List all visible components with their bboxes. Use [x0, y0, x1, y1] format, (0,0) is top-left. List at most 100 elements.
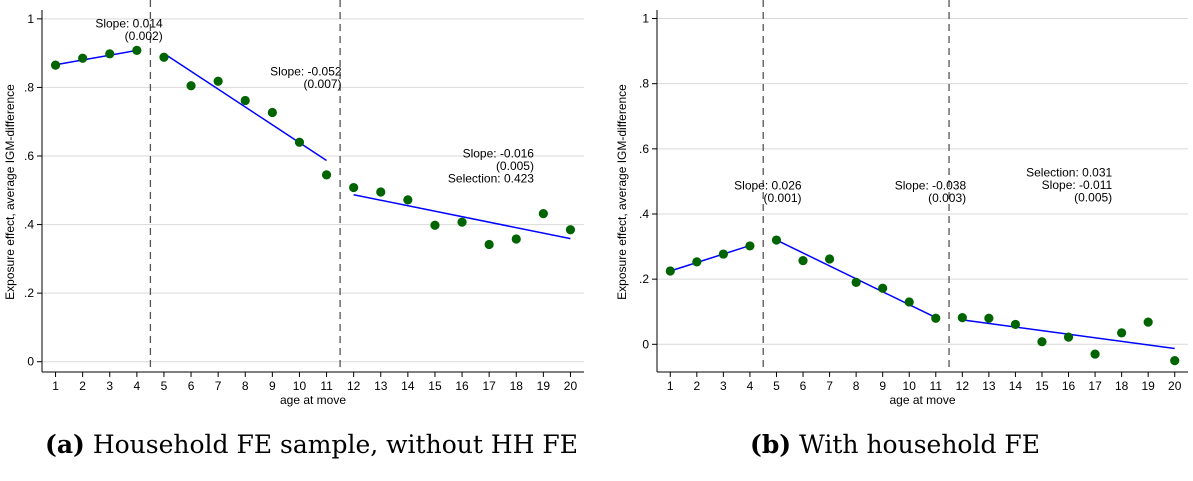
- x-tick-label: 6: [800, 379, 807, 393]
- x-tick-label: 8: [853, 379, 860, 393]
- x-tick-label: 8: [242, 379, 249, 393]
- data-point: [718, 249, 728, 259]
- data-point: [240, 95, 250, 106]
- x-tick-label: 1: [52, 379, 59, 393]
- y-tick-label: .8: [639, 77, 649, 91]
- slope-annotation: Slope: 0.026(0.001): [734, 179, 802, 206]
- data-point: [1063, 332, 1074, 342]
- x-tick-label: 12: [956, 379, 970, 393]
- annotation-text: (0.001): [764, 191, 802, 205]
- data-point: [665, 266, 675, 276]
- annotation-text: Slope: -0.038: [895, 179, 967, 193]
- data-point: [798, 255, 808, 266]
- caption-b: (b) With household FE: [750, 430, 1040, 459]
- fit-line: [670, 244, 751, 272]
- x-tick-label: 4: [134, 379, 141, 393]
- x-tick-label: 6: [188, 379, 195, 393]
- x-tick-label: 18: [510, 379, 524, 393]
- slope-annotation: Slope: 0.014(0.002): [95, 16, 163, 42]
- y-tick-label: .6: [24, 149, 34, 163]
- x-tick-label: 3: [720, 379, 727, 393]
- x-tick-label: 13: [374, 379, 388, 393]
- x-tick-label: 3: [106, 379, 113, 393]
- x-tick-label: 14: [1009, 379, 1023, 393]
- x-tick-label: 20: [564, 379, 578, 393]
- x-tick-label: 7: [215, 379, 222, 393]
- data-point: [851, 277, 861, 288]
- chart-panel-a: 0.2.4.6.8 1 1 2 3 4 5 6 7 8 9 10 11 12 13 14 15 16 17 18 19 2…: [3, 0, 584, 407]
- data-point: [984, 313, 994, 323]
- x-tick-label: 20: [1168, 379, 1182, 393]
- data-point: [565, 225, 576, 235]
- y-tick-label: .4: [639, 207, 649, 221]
- y-tick-label: .6: [639, 142, 649, 156]
- data-point: [824, 254, 835, 264]
- x-tick-label: 19: [537, 379, 551, 393]
- x-tick-label: 7: [826, 379, 833, 393]
- annotation-text: Slope: 0.014: [95, 16, 163, 30]
- data-point: [105, 49, 115, 59]
- x-tick-label: 12: [347, 379, 361, 393]
- data-point: [186, 81, 196, 91]
- data-point: [1117, 328, 1127, 338]
- annotation-text: (0.002): [125, 29, 163, 43]
- chart-a-svg: 0.2.4.6.811 2 3 4 5 6 7 8 9 10 11 12 13 14 15 16 17 18 19 2…: [3, 0, 584, 407]
- data-point: [511, 234, 521, 244]
- x-tick-label: 16: [1062, 379, 1076, 393]
- x-tick-label: 15: [428, 379, 442, 393]
- data-point: [538, 209, 548, 219]
- x-tick-label: 15: [1035, 379, 1049, 393]
- annotation-text: Slope: -0.052: [270, 64, 342, 78]
- y-tick-label: .2: [24, 286, 34, 300]
- x-tick-label: 10: [293, 379, 307, 393]
- y-tick-label: .4: [24, 218, 34, 232]
- data-point: [745, 241, 755, 251]
- caption-a: (a) Household FE sample, without HH FE: [45, 430, 578, 459]
- y-tick-label: 1: [642, 12, 649, 26]
- data-point: [376, 187, 386, 197]
- annotation-text: Slope: -0.016: [463, 147, 535, 161]
- x-tick-label: 1: [667, 379, 674, 393]
- x-tick-label: 17: [1088, 379, 1102, 393]
- data-point: [692, 257, 702, 267]
- slope-annotation: Slope: -0.016(0.005)Selection: 0.423: [448, 147, 534, 186]
- y-tick-label: 0: [642, 337, 649, 351]
- data-point: [904, 297, 914, 307]
- caption-a-label: (a): [45, 430, 85, 459]
- y-tick-label: .2: [639, 272, 649, 286]
- x-tick-label: 14: [401, 379, 415, 393]
- x-tick-label: 9: [879, 379, 886, 393]
- data-point: [50, 60, 61, 70]
- annotation-text: (0.007): [304, 77, 342, 91]
- x-tick-label: 11: [320, 379, 333, 393]
- y-tick-label: 0: [27, 355, 34, 369]
- caption-a-text: Household FE sample, without HH FE: [92, 430, 578, 459]
- x-tick-label: 9: [269, 379, 276, 393]
- x-axis-title: age at move: [889, 393, 955, 407]
- x-tick-label: 2: [693, 379, 700, 393]
- x-tick-label: 13: [982, 379, 996, 393]
- data-point: [294, 137, 305, 147]
- data-point: [430, 220, 440, 230]
- data-point: [878, 283, 888, 293]
- data-point: [771, 235, 782, 245]
- caption-b-text: With household FE: [799, 430, 1041, 459]
- data-point: [1170, 355, 1180, 366]
- data-point: [957, 312, 967, 323]
- annotation-text: Selection: 0.031: [1026, 166, 1112, 180]
- x-tick-label: 11: [930, 379, 943, 393]
- x-tick-label: 17: [482, 379, 496, 393]
- caption-b-label: (b): [750, 430, 792, 459]
- data-point: [484, 239, 494, 250]
- x-tick-label: 5: [773, 379, 780, 393]
- x-tick-label: 5: [161, 379, 168, 393]
- annotation-text: (0.005): [496, 159, 534, 173]
- data-point: [403, 195, 413, 205]
- data-point: [1010, 319, 1021, 330]
- fit-line: [55, 49, 137, 66]
- y-axis-title: Exposure effect, average IGM-difference: [615, 84, 629, 300]
- data-point: [1143, 317, 1153, 327]
- data-point: [1090, 349, 1100, 359]
- fit-line: [353, 194, 571, 240]
